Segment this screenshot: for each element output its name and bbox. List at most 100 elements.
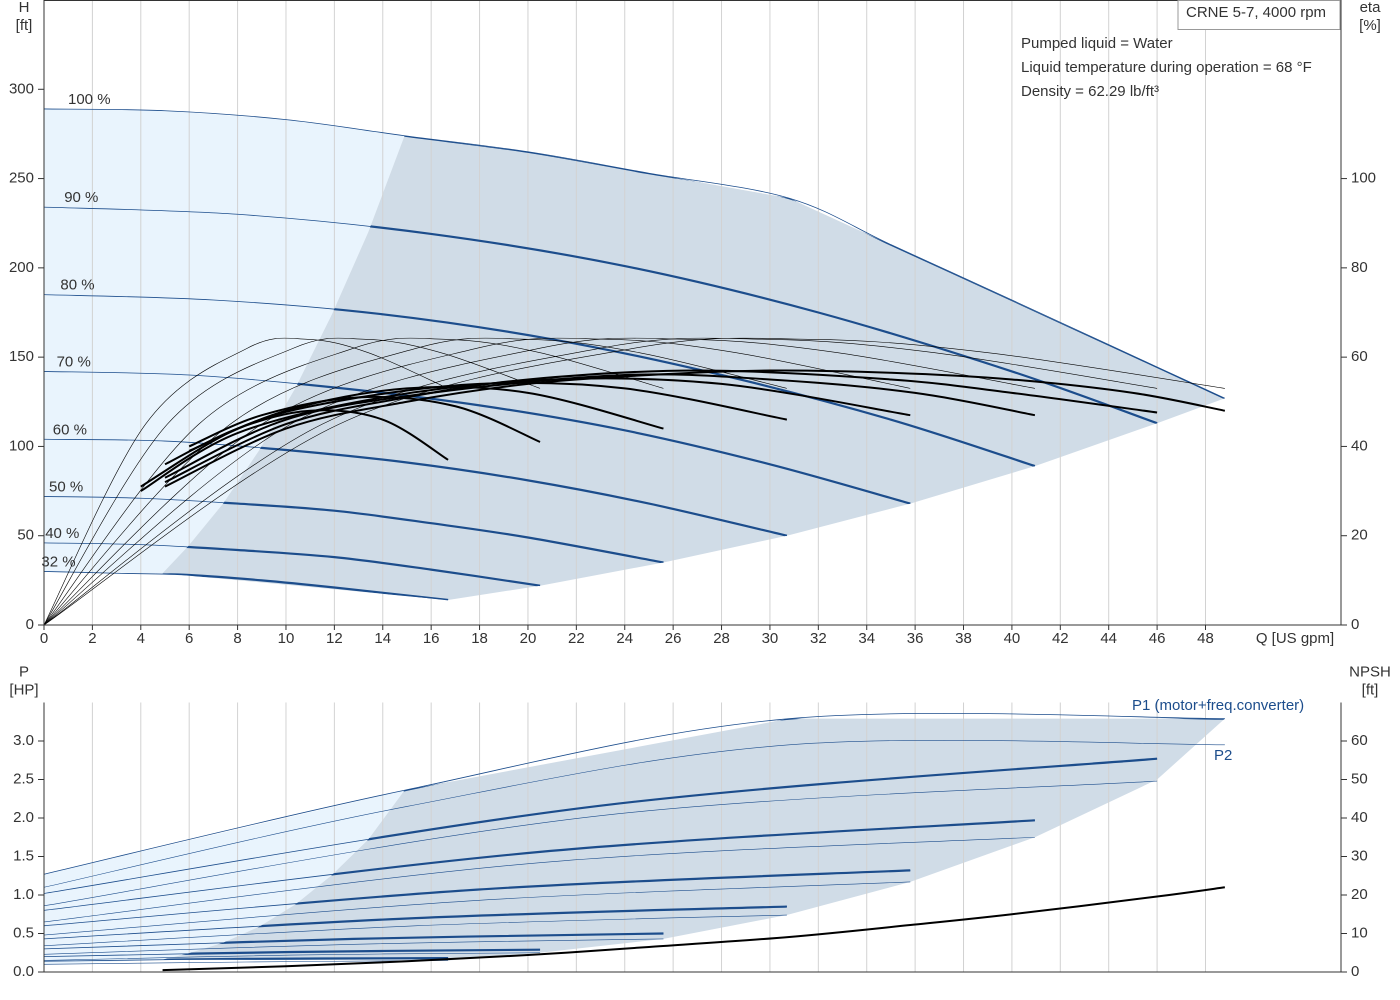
y2-tick-label: 40: [1351, 809, 1368, 826]
y-tick-label: 150: [9, 348, 34, 365]
x-tick-label: 38: [955, 630, 972, 647]
x-tick-label: 24: [616, 630, 633, 647]
curve-bold: [164, 409, 449, 466]
curve-thin: [43, 337, 911, 626]
title-box: [1177, 0, 1341, 30]
curve-bold: [162, 541, 541, 587]
x-tick-label: 34: [858, 630, 875, 647]
curve-thin: [43, 914, 787, 947]
x-tick-label: 30: [762, 630, 779, 647]
curve-thin: [43, 337, 449, 626]
x-tick-label: 46: [1149, 630, 1166, 647]
y-tick-label: 0: [26, 616, 34, 633]
curve-thin: [43, 337, 1225, 626]
x-tick-label: 44: [1100, 630, 1117, 647]
y2-tick-label: 0: [1351, 963, 1359, 980]
x-tick-label: 12: [326, 630, 343, 647]
curve-thin: [43, 337, 1158, 626]
x-tick-label: 36: [907, 630, 924, 647]
curve-thin: [43, 938, 664, 955]
curve-thin: [43, 952, 541, 961]
x-tick-label: 48: [1197, 630, 1214, 647]
y-axis-title: P: [19, 663, 29, 680]
y-tick-label: 0.5: [13, 924, 34, 941]
curve-thin: [43, 337, 1035, 626]
info-text: Pumped liquid = Water: [1021, 35, 1173, 52]
y-tick-label: 100: [9, 437, 34, 454]
y2-axis-title: eta: [1360, 0, 1382, 16]
x-tick-label: 0: [40, 630, 48, 647]
curve-bold: [162, 495, 664, 564]
x-tick-label: 40: [1004, 630, 1021, 647]
curve-bold: [188, 395, 541, 448]
x-axis-title: Q [US gpm]: [1256, 630, 1334, 647]
y-tick-label: 3.0: [13, 732, 34, 749]
annotation: P1 (motor+freq.converter): [1132, 697, 1304, 714]
curve-label: 70 %: [57, 353, 91, 370]
annotation: P2: [1214, 747, 1232, 764]
y2-axis-unit: [%]: [1359, 17, 1381, 34]
info-text: Density = 62.29 lb/ft³: [1021, 83, 1159, 100]
y2-tick-label: 30: [1351, 847, 1368, 864]
x-tick-label: 16: [423, 630, 440, 647]
y-axis-unit: [ft]: [16, 17, 33, 34]
curve-thin: [43, 780, 1158, 907]
curve-bold: [188, 385, 664, 452]
curve-label: 40 %: [45, 525, 79, 542]
chart-title: CRNE 5-7, 4000 rpm: [1186, 4, 1326, 21]
curve-bold: [164, 373, 1036, 479]
curve-bold: [162, 948, 541, 958]
y-tick-label: 1.0: [13, 886, 34, 903]
curve-label: 100 %: [68, 91, 111, 108]
y-tick-label: 200: [9, 259, 34, 276]
curve-bold: [162, 570, 449, 600]
y-tick-label: 250: [9, 170, 34, 187]
y2-tick-label: 50: [1351, 770, 1368, 787]
x-tick-label: 22: [568, 630, 585, 647]
curve-label: 80 %: [60, 277, 94, 294]
y-axis-unit: [HP]: [9, 681, 38, 698]
x-tick-label: 18: [471, 630, 488, 647]
curve-thin: [43, 712, 1225, 875]
y2-tick-label: 10: [1351, 924, 1368, 941]
x-tick-label: 32: [810, 630, 827, 647]
curve-thin: [43, 337, 541, 626]
x-tick-label: 4: [137, 630, 145, 647]
y2-tick-label: 100: [1351, 170, 1376, 187]
curve-bold: [164, 369, 1158, 484]
curve-label: 90 %: [64, 189, 98, 206]
y-axis-title: H: [19, 0, 30, 16]
curve-bold: [162, 869, 911, 927]
y-tick-label: 2.0: [13, 809, 34, 826]
y2-tick-label: 40: [1351, 437, 1368, 454]
curve-bold: [162, 932, 664, 950]
y2-tick-label: 80: [1351, 259, 1368, 276]
x-tick-label: 6: [185, 630, 193, 647]
x-tick-label: 10: [278, 630, 295, 647]
x-tick-label: 28: [713, 630, 730, 647]
y2-tick-label: 60: [1351, 732, 1368, 749]
x-tick-label: 26: [665, 630, 682, 647]
y2-tick-label: 60: [1351, 348, 1368, 365]
x-tick-label: 20: [520, 630, 537, 647]
y-tick-label: 0.0: [13, 963, 34, 980]
curve-label: 32 %: [41, 553, 75, 570]
curve-label: 60 %: [53, 421, 87, 438]
y2-axis-title: NPSH: [1349, 663, 1391, 680]
x-tick-label: 42: [1052, 630, 1069, 647]
curve-thin: [43, 108, 1226, 399]
y2-tick-label: 20: [1351, 886, 1368, 903]
x-tick-label: 14: [374, 630, 391, 647]
y-tick-label: 50: [17, 527, 34, 544]
curve-label: 50 %: [49, 478, 83, 495]
y-tick-label: 2.5: [13, 770, 34, 787]
curve-bold: [162, 886, 1225, 972]
curve-thin: [43, 739, 1225, 888]
curve-thin: [43, 337, 787, 626]
curve-bold: [162, 905, 787, 940]
info-text: Liquid temperature during operation = 68…: [1021, 59, 1312, 76]
y2-axis-unit: [ft]: [1362, 681, 1379, 698]
y2-tick-label: 0: [1351, 616, 1359, 633]
